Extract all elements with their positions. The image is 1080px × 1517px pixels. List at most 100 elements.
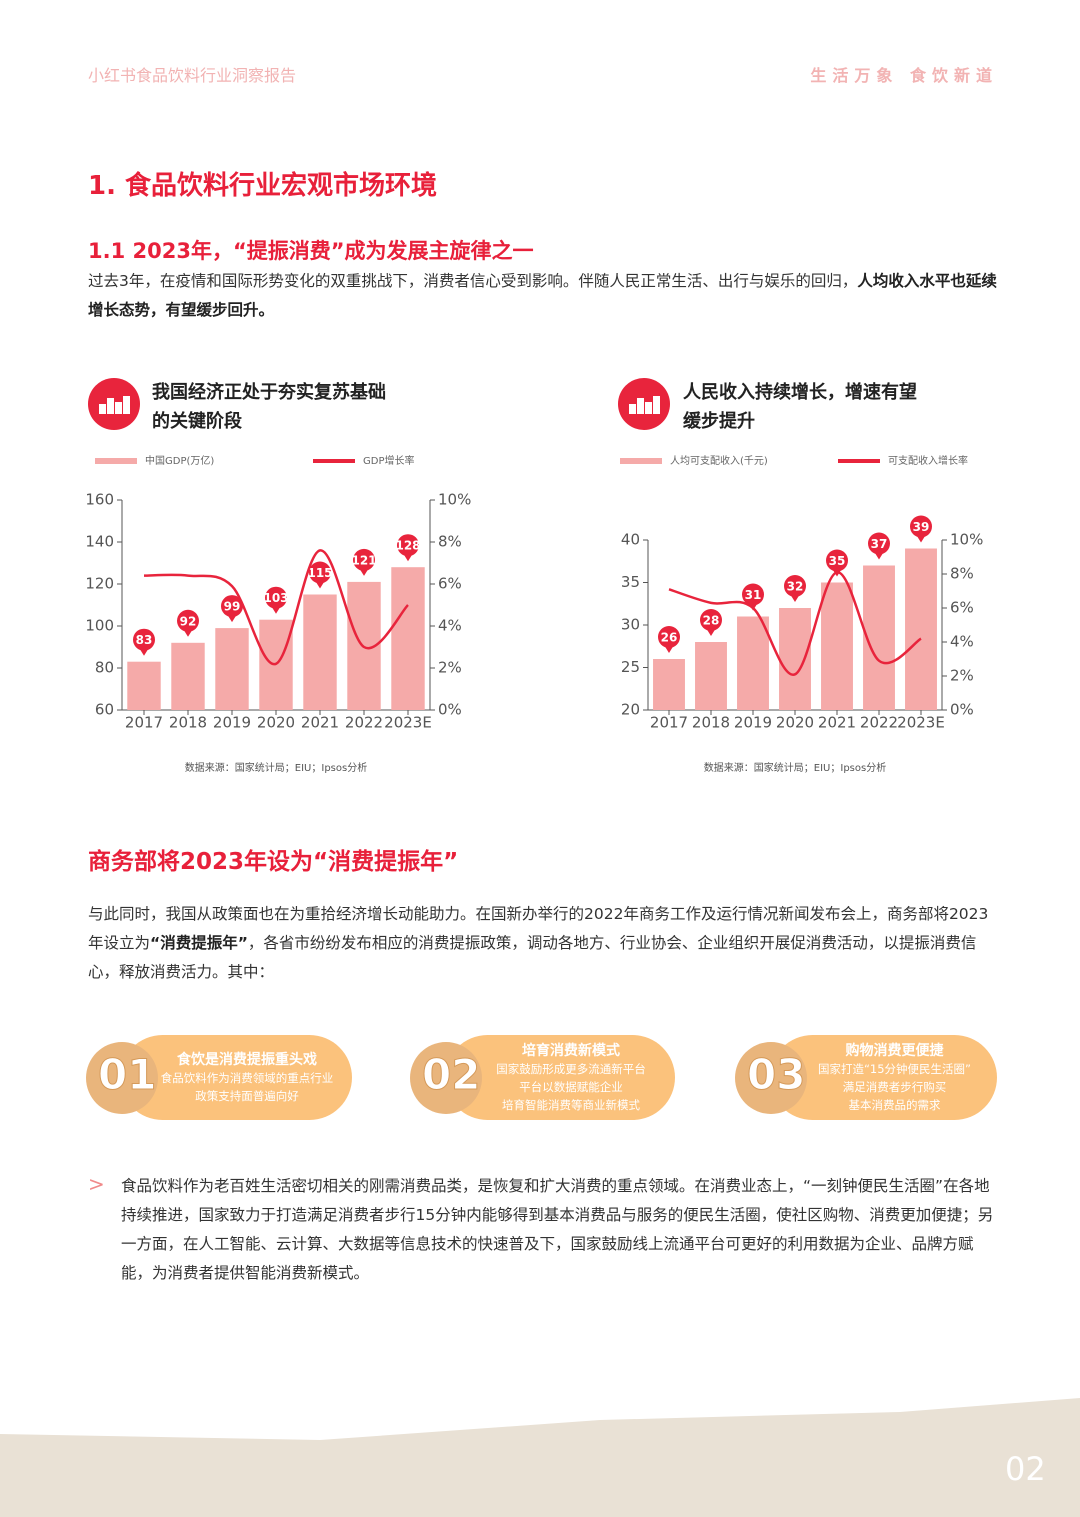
data-label: 128	[395, 539, 420, 553]
card-line: 国家打造“15分钟便民生活圈”	[817, 1061, 972, 1076]
bar	[695, 642, 727, 710]
data-label: 115	[307, 566, 332, 580]
card-badge	[86, 1042, 158, 1114]
text: 与此同时，我国从政策面也在为重拾经济增长动能助力。在国新办举行的2022年商务工…	[88, 905, 989, 952]
y-tick-label: 30	[621, 616, 640, 634]
data-label: 32	[787, 580, 804, 594]
data-label: 26	[661, 631, 678, 645]
card-badge	[410, 1042, 482, 1114]
pin	[658, 626, 680, 648]
pin	[353, 548, 375, 571]
data-label: 83	[136, 633, 153, 647]
card: 食饮是消费提振重头戏 食品饮料作为消费领域的重点行业 政策支持面普遍向好	[120, 1035, 352, 1120]
chart-title: 我国经济正处于夯实复苏基础的关键阶段	[152, 382, 386, 432]
pin	[868, 532, 890, 555]
bar	[905, 548, 937, 710]
x-tick-label: 2018	[692, 714, 730, 732]
chart: 中国GDP(万亿) GDP增长率 60 80 100 120 140 160 0% 2% 4% 6% 8…	[85, 454, 471, 774]
x-tick-label: 2023E	[897, 714, 945, 732]
icon	[88, 378, 140, 430]
card-line: 满足消费者步行购买	[842, 1079, 947, 1094]
pin	[265, 586, 287, 609]
x-tick-label: 2017	[650, 714, 688, 732]
card-line: 基本消费品的需求	[848, 1097, 941, 1112]
chart-title: 人民收入持续增长，增速有望缓步提升	[683, 382, 917, 432]
section-title: 商务部将2023年设为“消费提振年”	[88, 849, 459, 875]
data-label: 31	[745, 588, 762, 602]
text: ，各省市纷纷发布相应的消费提振政策，调动各地方、行业协会、企业组织开展促消费活动…	[88, 934, 977, 981]
y2-tick-label: 2%	[438, 659, 462, 677]
pin	[133, 628, 155, 651]
x-tick-label: 2021	[818, 714, 856, 732]
header-right: 生活万象 食饮新道	[810, 66, 998, 85]
intro: 过去3年，在疫情和国际形势变化的双重挑战下，消费者信心受到影响。伴随人民正常生活…	[88, 267, 998, 325]
page-number: 02	[1005, 1450, 1046, 1488]
card-line: 培育智能消费等商业新模式	[502, 1097, 640, 1112]
legend-swatch	[620, 458, 662, 464]
y2-tick-label: 10%	[950, 531, 983, 549]
subsection-title: 1.1 2023年，“提振消费”成为发展主旋律之一	[88, 239, 534, 263]
bar	[303, 594, 337, 710]
pin	[397, 534, 419, 557]
y2-tick-label: 0%	[950, 701, 974, 719]
data-label: 92	[180, 614, 197, 628]
data-label: 28	[703, 614, 720, 628]
x-tick-label: 2023E	[384, 714, 432, 732]
card-number: 01	[97, 1050, 157, 1100]
data-label: 39	[913, 520, 930, 534]
card-title: 购物消费更便捷	[845, 1042, 944, 1059]
pin	[177, 609, 199, 632]
y-tick-label: 60	[95, 701, 114, 719]
x-tick-label: 2022	[345, 714, 383, 732]
data-label: 37	[871, 537, 888, 551]
y2-tick-label: 8%	[438, 533, 462, 551]
source: 数据来源：国家统计局；EIU；Ipsos分析	[185, 761, 367, 774]
legend-swatch	[95, 458, 137, 464]
bar	[171, 642, 205, 710]
bar	[127, 661, 161, 710]
bar	[391, 567, 425, 710]
bullet-text: 食品饮料作为老百姓生活密切相关的刚需消费品类，是恢复和扩大消费的重点领域。在消费…	[121, 1177, 994, 1282]
card-line: 食品饮料作为消费领域的重点行业	[160, 1070, 334, 1085]
bar	[863, 565, 895, 710]
y2-tick-label: 4%	[950, 633, 974, 651]
y2-tick-label: 6%	[438, 575, 462, 593]
legend-label: GDP增长率	[363, 454, 414, 467]
card-line: 平台以数据赋能企业	[519, 1079, 623, 1094]
y-tick-label: 80	[95, 659, 114, 677]
pin	[700, 609, 722, 631]
y-tick-label: 120	[85, 575, 114, 593]
y-tick-label: 140	[85, 533, 114, 551]
x-tick-label: 2018	[169, 714, 207, 732]
card-title: 食饮是消费提振重头戏	[177, 1051, 317, 1068]
pin	[309, 561, 331, 584]
line	[143, 549, 409, 666]
legend-label: 可支配收入增长率	[888, 454, 968, 467]
bar	[215, 628, 249, 710]
card: 培育消费新模式国家鼓励形成更多流通新平台 平台以数据赋能企业培育智能消费等商业新模…	[445, 1035, 675, 1120]
card-title: 培育消费新模式	[522, 1042, 620, 1059]
x-tick-label: 2017	[125, 714, 163, 732]
x-tick-label: 2022	[860, 714, 898, 732]
y2-tick-label: 10%	[438, 491, 471, 509]
y2-tick-label: 8%	[950, 565, 974, 583]
chart: 人均可支配收入(千元) 可支配收入增长率 20 25 30 35 40 0% 2% 4% 6% 8% 1…	[620, 454, 983, 774]
bold-text: 人均收入水平也延续增长态势，有望缓步回升。	[88, 272, 997, 319]
y2-tick-label: 6%	[950, 599, 974, 617]
card-number: 03	[746, 1050, 806, 1100]
line	[668, 571, 922, 676]
section-title: 1. 食品饮料行业宏观市场环境	[88, 171, 438, 201]
paragraph: 与此同时，我国从政策面也在为重拾经济增长动能助力。在国新办举行的2022年商务工…	[88, 900, 998, 987]
pin	[742, 583, 764, 606]
card-line: 国家鼓励形成更多流通新平台	[496, 1061, 646, 1076]
card-badge	[735, 1042, 807, 1114]
x-tick-label: 2019	[734, 714, 772, 732]
pin	[784, 575, 806, 597]
bar	[737, 616, 769, 710]
y-tick-label: 160	[85, 491, 114, 509]
pin	[221, 595, 243, 618]
legend-label: 人均可支配收入(千元)	[670, 454, 768, 467]
y2-tick-label: 0%	[438, 701, 462, 719]
bar	[821, 582, 853, 710]
y-tick-label: 20	[621, 701, 640, 719]
